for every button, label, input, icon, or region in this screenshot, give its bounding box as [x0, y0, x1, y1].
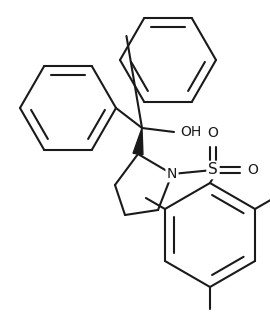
Text: O: O: [208, 126, 218, 140]
Text: O: O: [247, 163, 258, 177]
Text: OH: OH: [180, 125, 201, 139]
Polygon shape: [133, 128, 143, 155]
Text: S: S: [208, 162, 218, 177]
Text: N: N: [167, 167, 177, 181]
